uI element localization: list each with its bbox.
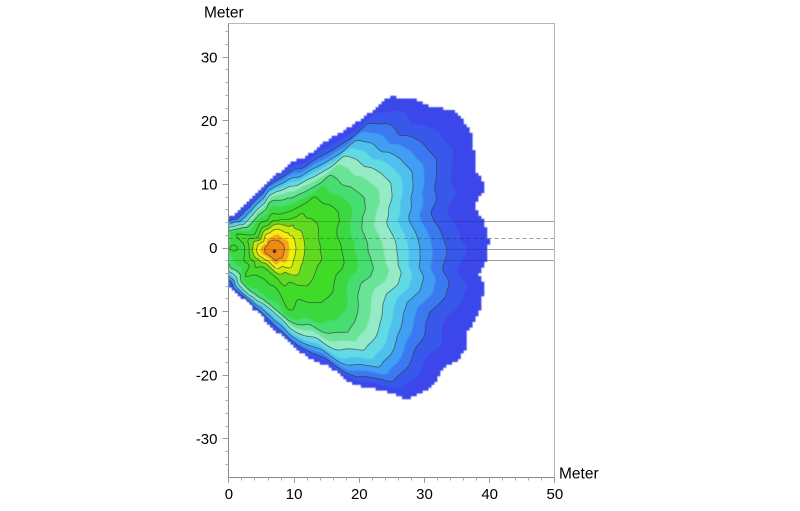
svg-text:40: 40 [481, 486, 498, 503]
svg-text:20: 20 [201, 113, 218, 130]
svg-text:Meter: Meter [204, 5, 244, 22]
svg-text:10: 10 [201, 177, 218, 194]
svg-text:-20: -20 [196, 367, 218, 384]
svg-text:0: 0 [225, 486, 233, 503]
svg-text:-30: -30 [196, 431, 218, 448]
svg-text:30: 30 [201, 49, 218, 66]
svg-text:30: 30 [416, 486, 433, 503]
svg-text:10: 10 [286, 486, 303, 503]
svg-text:0: 0 [209, 240, 217, 257]
svg-text:Meter: Meter [559, 465, 599, 482]
svg-text:50: 50 [547, 486, 564, 503]
svg-text:20: 20 [351, 486, 368, 503]
svg-text:-10: -10 [196, 304, 218, 321]
